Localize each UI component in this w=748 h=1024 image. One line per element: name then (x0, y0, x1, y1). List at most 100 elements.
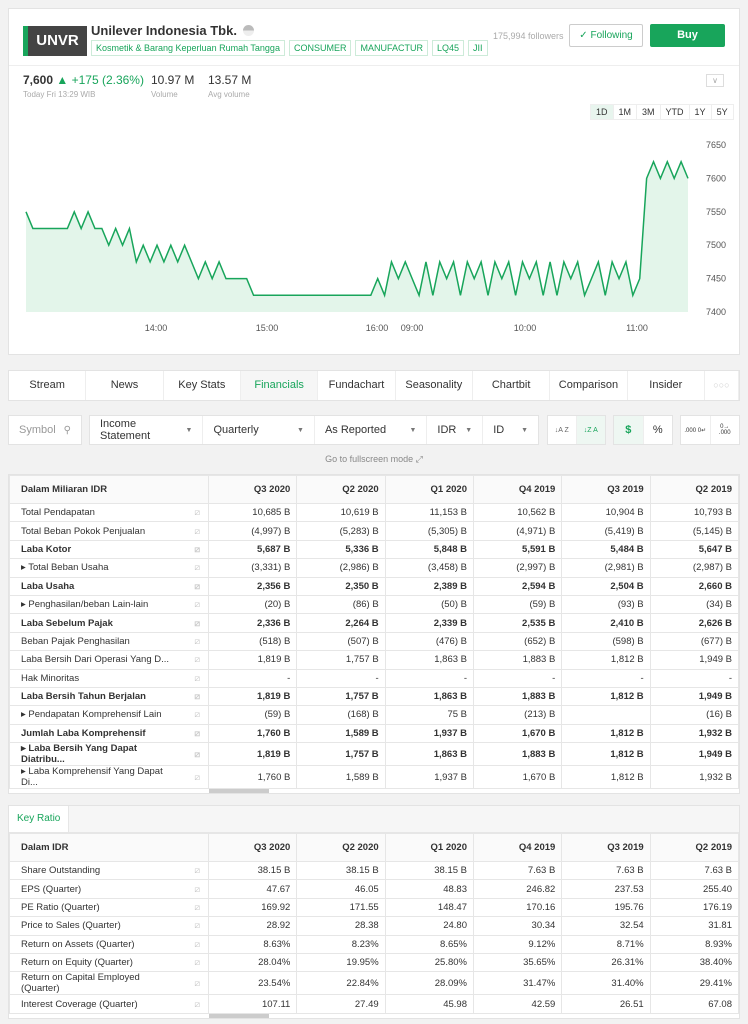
table-cell: 1,883 B (472, 650, 563, 670)
range-5y[interactable]: 5Y (716, 107, 728, 117)
table-cell: (5,145) B (649, 521, 740, 541)
mini-chart-icon[interactable]: ⧄ (186, 897, 209, 918)
tag[interactable]: JII (468, 40, 488, 56)
mini-chart-icon[interactable]: ⧄ (186, 742, 209, 767)
mini-chart-icon[interactable]: ⧄ (186, 576, 209, 596)
tag[interactable]: Kosmetik & Barang Keperluan Rumah Tangga (91, 40, 285, 56)
mini-chart-icon[interactable]: ⧄ (186, 594, 209, 615)
range-1y[interactable]: 1Y (690, 105, 712, 119)
mini-chart-icon[interactable]: ⧄ (186, 650, 209, 670)
column-header[interactable]: Q2 2020 (296, 833, 386, 862)
tab-fundachart[interactable]: Fundachart (318, 371, 396, 400)
tag[interactable]: LQ45 (431, 40, 464, 56)
table-cell: (652) B (472, 631, 563, 652)
row-label: Return on Assets (Quarter) (9, 934, 187, 954)
sort-desc-button[interactable]: ↓Z A (576, 416, 605, 444)
mini-chart-icon[interactable]: ⧄ (186, 994, 209, 1014)
column-header[interactable]: Q1 2020 (384, 833, 474, 862)
following-button[interactable]: ✓ Following (569, 24, 643, 47)
sort-asc-button[interactable]: ↓A Z (548, 416, 577, 444)
table-cell: 28.92 (207, 916, 298, 936)
mini-chart-icon[interactable]: ⧄ (186, 916, 209, 936)
mini-chart-icon[interactable]: ⧄ (186, 668, 209, 688)
table-row: Return on Assets (Quarter) ⧄ 8.63% 8.23% 8.6… (9, 934, 740, 954)
fullscreen-link[interactable]: Go to fullscreen mode ⤢ (325, 454, 423, 464)
price-area (26, 161, 688, 312)
row-label[interactable]: ▸ Total Beban Usaha (9, 558, 187, 578)
language-select[interactable]: ID ▼ (483, 416, 538, 444)
currency-select[interactable]: IDR ▼ (427, 416, 484, 444)
column-header[interactable]: Q2 2019 (649, 833, 740, 862)
mini-chart-icon[interactable]: ⧄ (186, 686, 209, 707)
volume-value: 10.97 M (151, 73, 195, 87)
column-header[interactable]: Q2 2020 (296, 475, 386, 504)
table-cell: 24.80 (384, 916, 474, 936)
type-value: As Reported (324, 424, 387, 436)
period-select[interactable]: Quarterly ▼ (203, 416, 315, 444)
row-label[interactable]: ▸ Laba Bersih Yang Dapat Diatribu... (9, 742, 187, 767)
chevron-down-icon[interactable]: ∨ (706, 74, 724, 87)
tab-insider[interactable]: Insider (628, 371, 705, 400)
column-header[interactable]: Q2 2019 (649, 475, 740, 504)
indonesia-flag-icon (242, 25, 254, 36)
price-chart[interactable]: 7400 7450 7500 7550 7600 7650 14:00 15:00 16:00 0… (9, 9, 741, 356)
horizontal-scrollbar[interactable] (209, 789, 269, 794)
tab-chartbit[interactable]: Chartbit (473, 371, 551, 400)
mini-chart-icon[interactable]: ⧄ (186, 860, 209, 881)
column-header[interactable]: Q3 2020 (207, 475, 298, 504)
range-ytd[interactable]: YTD (661, 105, 690, 119)
column-header[interactable]: Q3 2019 (561, 833, 651, 862)
mini-chart-icon[interactable]: ⧄ (186, 539, 209, 560)
mini-chart-icon[interactable]: ⧄ (186, 952, 209, 973)
more-tabs-button[interactable]: ○○○ (705, 371, 739, 400)
column-header[interactable]: Q3 2019 (561, 475, 651, 504)
mini-chart-icon[interactable]: ⧄ (186, 558, 209, 578)
symbol-search[interactable]: Symbol ⚲ (8, 415, 82, 445)
tag[interactable]: MANUFACTUR (355, 40, 428, 56)
table-cell: 8.71% (561, 934, 651, 954)
range-1d[interactable]: 1D (591, 105, 614, 119)
type-select[interactable]: As Reported ▼ (315, 416, 428, 444)
mini-chart-icon[interactable]: ⧄ (186, 613, 209, 633)
mini-chart-icon[interactable]: ⧄ (186, 521, 209, 541)
column-header[interactable]: Q4 2019 (472, 833, 563, 862)
table-cell: 22.84% (296, 971, 386, 996)
buy-button[interactable]: Buy (650, 24, 725, 47)
increase-decimal-button[interactable]: 0→ .000 (718, 424, 731, 436)
mini-chart-icon[interactable]: ⧄ (186, 879, 209, 899)
mini-chart-icon[interactable]: ⧄ (186, 705, 209, 725)
tab-stream[interactable]: Stream (9, 371, 87, 400)
tab-news[interactable]: News (86, 371, 164, 400)
tab-financials[interactable]: Financials (240, 371, 319, 400)
mini-chart-icon[interactable]: ⧄ (186, 502, 209, 523)
mini-chart-icon[interactable]: ⧄ (186, 723, 209, 744)
range-3m[interactable]: 3M (637, 105, 661, 119)
column-header[interactable]: Q1 2020 (384, 475, 474, 504)
dollar-button[interactable]: $ (614, 416, 644, 444)
mini-chart-icon[interactable]: ⧄ (186, 934, 209, 954)
row-label[interactable]: ▸ Pendapatan Komprehensif Lain (9, 705, 187, 725)
table-cell: 27.49 (296, 994, 386, 1014)
table-cell: 1,812 B (561, 723, 651, 744)
range-1m[interactable]: 1M (614, 105, 638, 119)
tab-key-ratio[interactable]: Key Ratio (9, 806, 70, 832)
percent-button[interactable]: % (652, 424, 663, 436)
column-header[interactable]: Q4 2019 (472, 475, 563, 504)
mini-chart-icon[interactable]: ⧄ (186, 765, 209, 790)
symbol-input[interactable]: Symbol (19, 424, 56, 436)
tab-key-stats[interactable]: Key Stats (164, 371, 241, 400)
column-header[interactable]: Q3 2020 (207, 833, 298, 862)
tab-seasonality[interactable]: Seasonality (396, 371, 473, 400)
decrease-decimal-button[interactable]: .000 0↵ (681, 416, 711, 444)
mini-chart-icon[interactable]: ⧄ (186, 971, 209, 996)
table-cell: 1,819 B (207, 742, 298, 767)
tag[interactable]: CONSUMER (288, 40, 352, 56)
statement-select[interactable]: Income Statement ▼ (90, 416, 204, 444)
tab-comparison[interactable]: Comparison (550, 371, 628, 400)
mini-chart-icon[interactable]: ⧄ (186, 631, 209, 652)
horizontal-scrollbar[interactable] (209, 1013, 269, 1018)
row-label[interactable]: ▸ Penghasilan/beban Lain-lain (9, 594, 187, 615)
row-label[interactable]: ▸ Laba Komprehensif Yang Dapat Di... (9, 765, 187, 790)
